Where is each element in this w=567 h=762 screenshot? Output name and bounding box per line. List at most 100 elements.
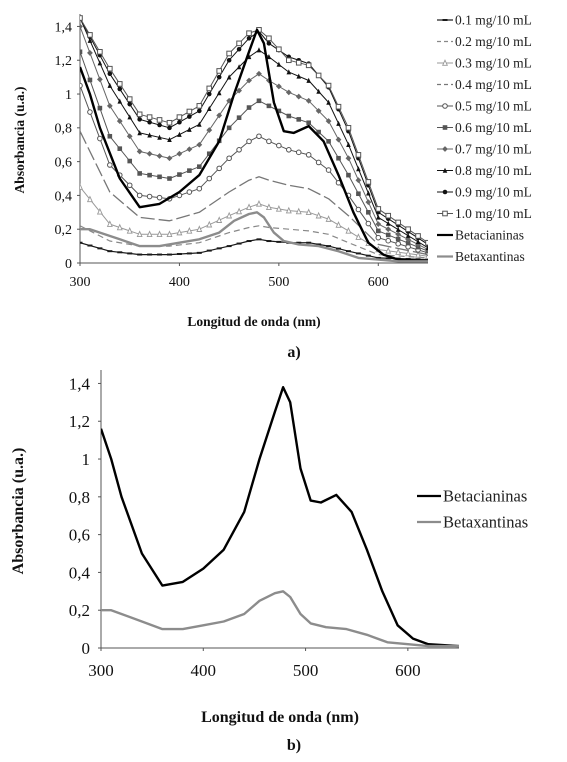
y-tick-label: 0,6	[55, 156, 73, 171]
data-point	[395, 248, 402, 255]
data-point	[385, 212, 392, 219]
data-point	[147, 119, 152, 125]
data-point	[385, 246, 392, 254]
y-tick-label: 0,4	[55, 189, 73, 204]
x-tick-label: 400	[191, 661, 217, 680]
data-point	[385, 237, 392, 244]
data-point	[305, 152, 312, 158]
data-point	[197, 164, 202, 169]
data-point	[216, 216, 223, 223]
data-point	[176, 252, 182, 255]
data-point	[146, 150, 153, 157]
data-point	[255, 199, 262, 207]
data-point	[127, 101, 133, 107]
data-point	[415, 258, 421, 261]
data-point	[315, 159, 322, 166]
legend-label: 0.7 mg/10 mL	[455, 141, 532, 156]
y-tick-label: 1,2	[69, 412, 90, 431]
data-point	[226, 97, 233, 104]
data-point	[266, 103, 272, 109]
legend-label: Betacianinas	[443, 486, 527, 505]
legend-label: 0.2 mg/10 mL	[455, 34, 532, 49]
data-point	[266, 138, 272, 145]
data-point	[366, 190, 371, 196]
data-point	[206, 220, 213, 228]
data-point	[266, 41, 272, 46]
data-point	[325, 118, 332, 124]
data-point	[236, 115, 242, 120]
legend-label: 0.4 mg/10 mL	[455, 77, 532, 92]
data-point	[157, 134, 162, 140]
data-point	[80, 241, 83, 244]
data-point	[306, 77, 311, 83]
data-point	[216, 112, 223, 119]
data-point	[147, 172, 152, 178]
data-point	[285, 206, 292, 214]
data-point	[226, 245, 232, 248]
data-point	[425, 244, 428, 251]
y-tick-label: 0,6	[69, 526, 90, 545]
data-point	[177, 119, 182, 125]
x-tick-label: 300	[88, 661, 114, 680]
y-tick-label: 1,2	[55, 54, 73, 69]
y-tick-label: 0	[82, 639, 91, 658]
data-point	[146, 230, 153, 238]
data-point	[136, 148, 143, 155]
data-point	[216, 90, 222, 96]
data-point	[196, 103, 203, 109]
data-point	[226, 57, 232, 63]
data-point	[86, 195, 93, 203]
legend-label: 0.5 mg/10 mL	[455, 98, 532, 113]
y-tick-label: 1	[65, 88, 72, 103]
data-point	[335, 221, 342, 228]
data-point	[326, 139, 331, 144]
data-point	[187, 114, 192, 119]
data-point	[286, 57, 292, 64]
y-tick-label: 0	[65, 257, 72, 272]
chart-panel-b: 0 0,2 0,4 0,6 0,8 1 1,2 1,4 300 400 500 600 Longitud…	[10, 370, 528, 754]
data-point	[415, 233, 421, 239]
data-point	[236, 87, 242, 94]
x-tick-label: 400	[169, 275, 190, 290]
data-point	[216, 165, 222, 172]
data-point	[197, 108, 202, 114]
data-point	[315, 108, 322, 114]
data-point	[197, 121, 202, 127]
series-line	[80, 26, 428, 250]
data-point	[226, 211, 233, 219]
data-point	[196, 185, 203, 192]
legend-marker	[442, 125, 448, 130]
data-point	[385, 226, 392, 233]
data-point	[405, 257, 411, 260]
data-point	[375, 221, 382, 228]
data-point	[276, 61, 282, 67]
data-point	[345, 250, 351, 253]
data-point	[80, 15, 83, 21]
data-point	[265, 203, 272, 210]
legend-label: 0.3 mg/10 mL	[455, 55, 532, 70]
data-point	[246, 30, 252, 37]
data-point	[275, 83, 282, 90]
data-point	[295, 59, 302, 66]
data-point	[177, 172, 182, 177]
legend-marker	[442, 146, 448, 152]
x-tick-label: 600	[368, 275, 389, 290]
data-point	[146, 193, 153, 200]
data-point	[156, 153, 163, 159]
data-point	[96, 76, 103, 83]
data-point	[316, 243, 322, 246]
data-point	[186, 252, 192, 255]
data-point	[97, 48, 103, 55]
data-point	[345, 155, 352, 162]
legend: Betacianinas Betaxantinas	[417, 486, 528, 531]
data-point	[216, 247, 222, 250]
data-point	[107, 250, 113, 253]
series-line	[80, 130, 428, 256]
series-11	[80, 211, 428, 263]
data-point	[126, 182, 133, 189]
data-point	[80, 49, 83, 55]
data-point	[305, 62, 312, 69]
data-point	[326, 245, 332, 248]
series-4	[80, 82, 428, 256]
